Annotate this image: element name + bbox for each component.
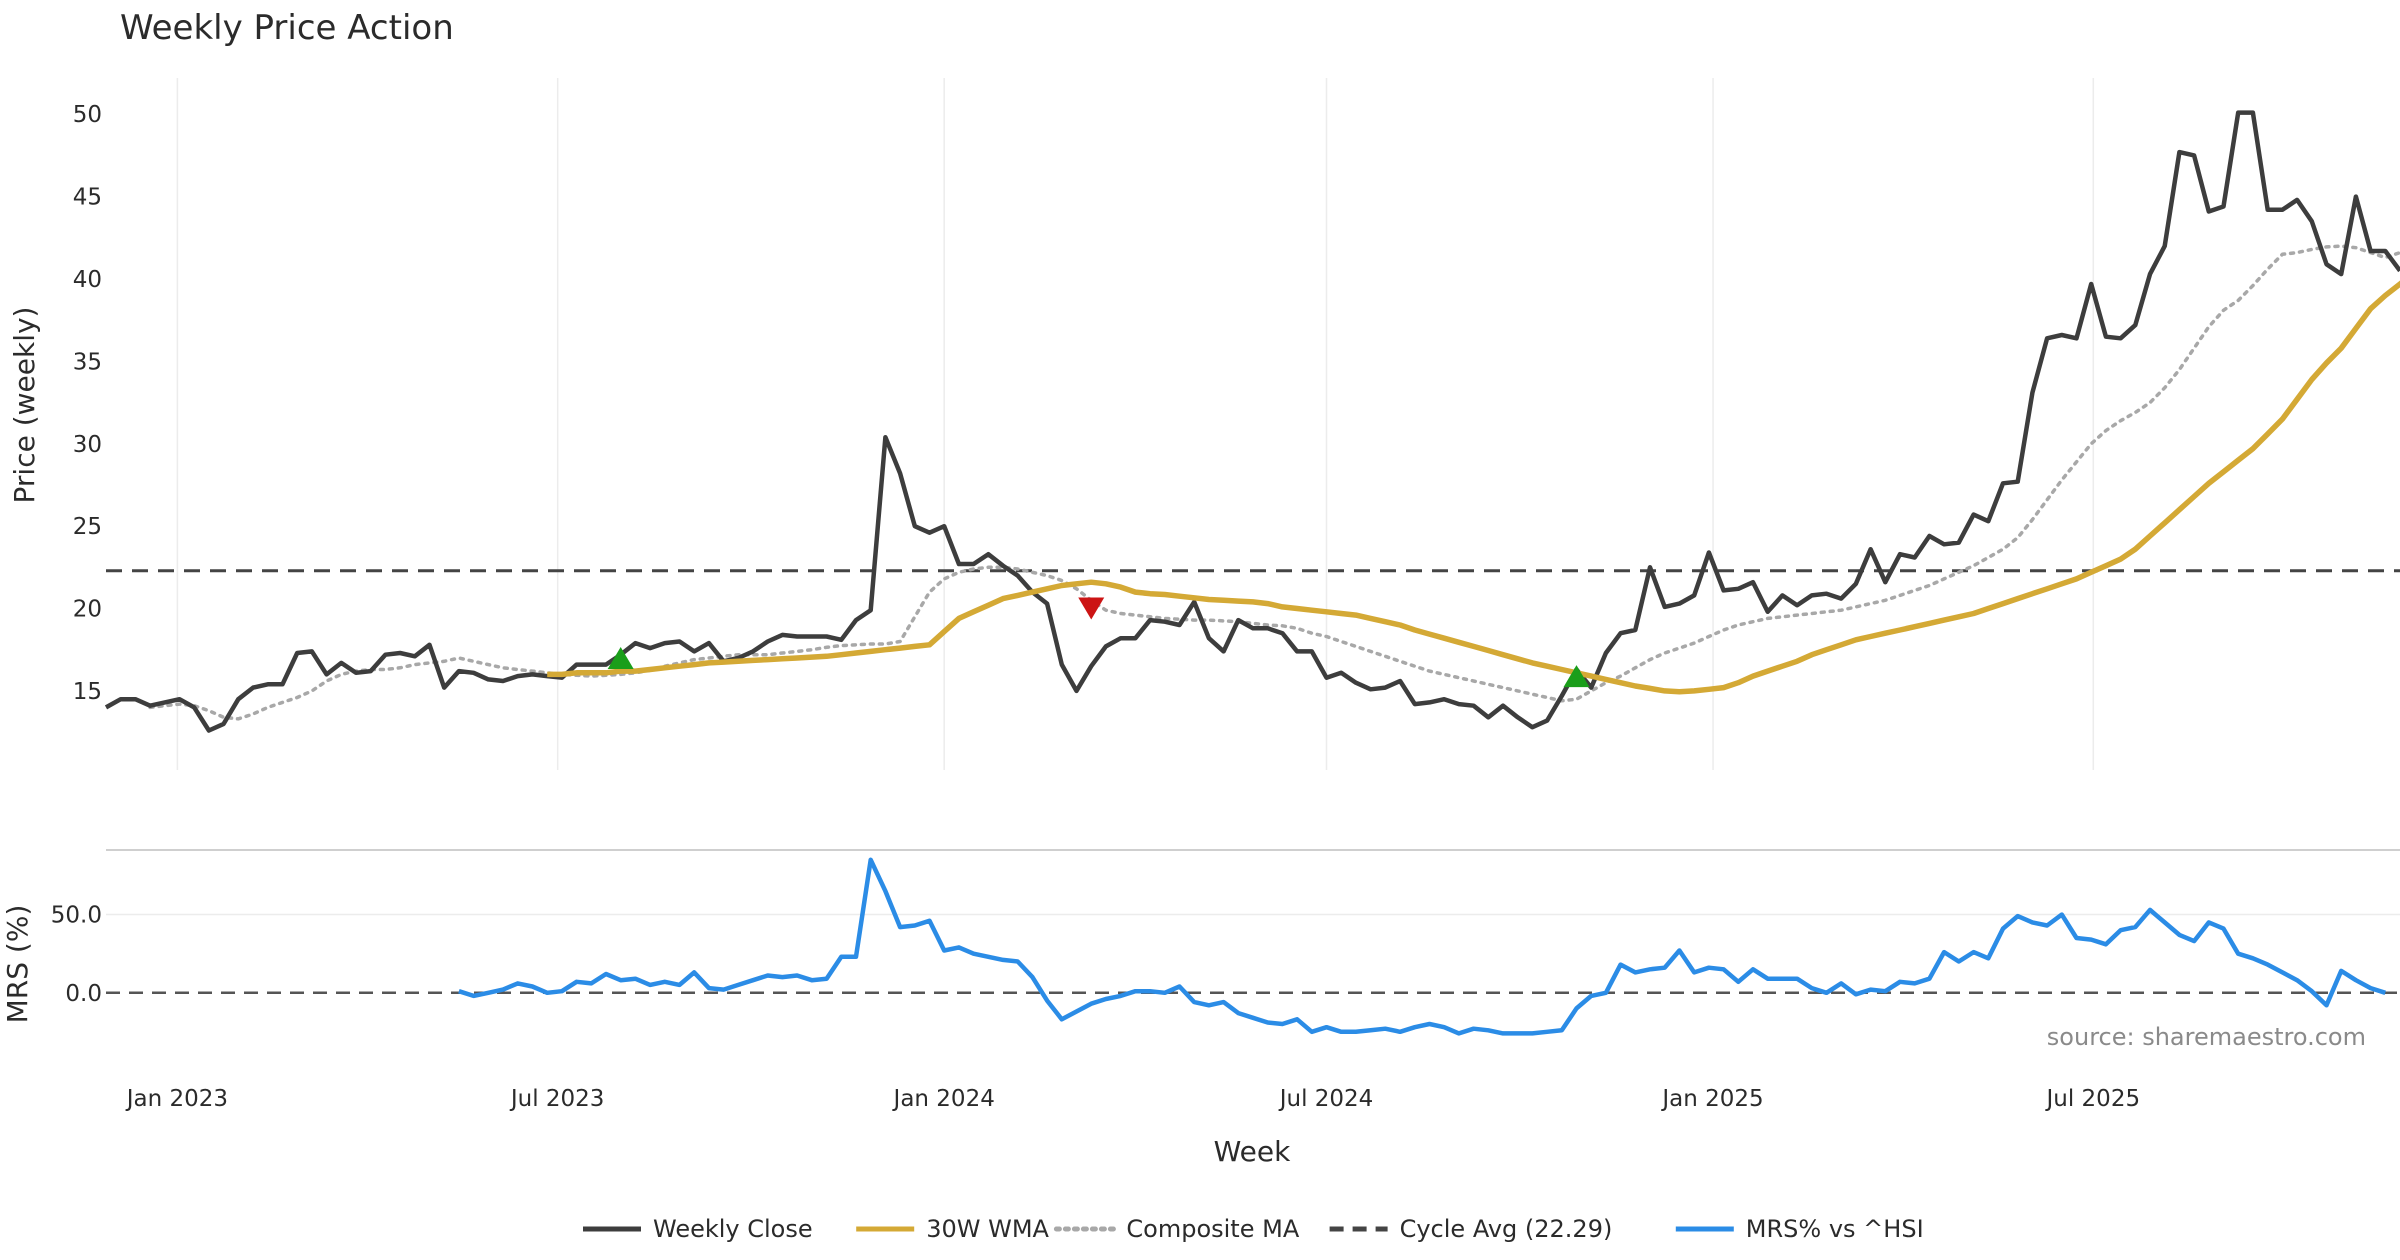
x-tick-label: Jul 2023 — [509, 1086, 605, 1112]
buy-signal-marker — [607, 646, 634, 669]
price-y-tick-label: 45 — [73, 185, 102, 211]
price-y-tick-label: 40 — [73, 267, 102, 293]
mrs-y-tick-label: 50.0 — [51, 903, 102, 929]
wma-30w-line — [547, 280, 2400, 695]
composite-ma-line — [148, 244, 2400, 721]
mrs-panel — [106, 857, 2400, 1036]
x-tick-label: Jul 2025 — [2044, 1086, 2140, 1112]
legend: Weekly Close 30W WMA Composite MA Cycle Avg… — [583, 1215, 1924, 1243]
legend-label: Weekly Close — [653, 1215, 813, 1243]
price-y-tick-label: 30 — [73, 432, 102, 458]
x-tick-label: Jan 2023 — [125, 1086, 228, 1112]
price-y-tick-label: 35 — [73, 349, 102, 375]
weekly-close-line — [104, 110, 2400, 733]
axis-layer: Jan 2023 Jul 2023 Jan 2024 Jul 2024 Jan 2025… — [51, 102, 2140, 1112]
mrs-y-axis-title: MRS (%) — [1, 905, 34, 1024]
mrs-line — [458, 857, 2386, 1036]
price-panel — [104, 110, 2400, 733]
price-y-tick-label: 20 — [73, 597, 102, 623]
x-tick-label: Jan 2024 — [892, 1086, 995, 1112]
x-tick-label: Jul 2024 — [1278, 1086, 1374, 1112]
price-y-tick-label: 15 — [73, 679, 102, 705]
price-y-axis-title: Price (weekly) — [8, 307, 41, 504]
legend-label: Composite MA — [1126, 1215, 1299, 1243]
legend-label: 30W WMA — [926, 1215, 1049, 1243]
price-y-tick-label: 25 — [73, 514, 102, 540]
mrs-y-tick-label: 0.0 — [65, 981, 102, 1007]
x-tick-label: Jan 2025 — [1660, 1086, 1763, 1112]
x-axis-title: Week — [1214, 1135, 1291, 1168]
legend-label: Cycle Avg (22.29) — [1400, 1215, 1613, 1243]
price-y-tick-label: 50 — [73, 102, 102, 128]
legend-label: MRS% vs ^HSI — [1746, 1215, 1924, 1243]
buy-signal-marker — [1563, 665, 1590, 688]
chart-title: Weekly Price Action — [120, 8, 454, 48]
sell-signal-marker — [1078, 597, 1105, 620]
source-credit: source: sharemaestro.com — [2047, 1023, 2366, 1051]
